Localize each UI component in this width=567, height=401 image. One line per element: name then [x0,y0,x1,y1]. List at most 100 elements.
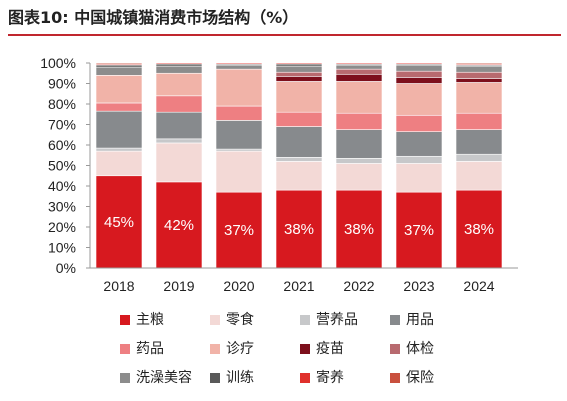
bar-segment [215,62,263,65]
bar-segment [275,62,323,65]
bar-segment [215,148,263,152]
y-tick-label: 70% [48,117,76,133]
bar-segment [155,111,203,140]
legend-label: 诊疗 [226,341,254,357]
bar-segment [335,112,383,130]
bar-segment [395,64,443,72]
bar-segment [215,105,263,121]
data-label: 42% [164,217,194,234]
legend-swatch [210,373,220,383]
bar-segment [155,181,203,269]
bar-segment [95,110,143,149]
bar-segment [95,147,143,152]
legend-swatch [300,344,310,354]
legend-swatch [120,315,130,325]
bar-segment [335,62,383,65]
chart-title: 图表10: 中国城镇猫消费市场结构（%） [8,8,299,27]
bar-segment [155,72,203,97]
bar-segment [155,63,203,67]
bar-segment [455,65,503,73]
bar-segment [395,77,443,84]
bar-segment [335,68,383,75]
y-tick-label: 20% [48,219,76,235]
bar-segment [335,129,383,159]
x-tick-label: 2023 [403,278,434,294]
bar-segment [395,131,443,157]
legend-swatch [300,373,310,383]
bar-segment [275,76,323,82]
bar-segment [335,64,383,70]
bar-segment [455,62,503,65]
legend-label: 用品 [406,312,434,328]
bar-segment [275,81,323,113]
legend-swatch [390,315,400,325]
legend-swatch [390,373,400,383]
legend-swatch [120,344,130,354]
bar-segment [275,71,323,77]
bar-segment [215,68,263,107]
bar-segment [215,150,263,193]
bar-segment [155,142,203,183]
legend-label: 主粮 [136,312,164,328]
bar-segment [155,65,203,74]
data-label: 37% [404,222,434,239]
bar-segment [455,161,503,191]
bar-segment [395,163,443,193]
bar-segment [335,73,383,82]
bar-segment [335,163,383,191]
bar-segment [275,65,323,73]
legend-swatch [390,344,400,354]
bar-segment [395,83,443,116]
legend-label: 体检 [406,341,434,357]
bar-segment [95,62,143,65]
bar-segment [455,129,503,155]
bar-segment [275,111,323,127]
legend-label: 零食 [226,312,254,328]
legend-label: 药品 [136,341,164,357]
x-tick-label: 2024 [463,278,494,294]
y-tick-label: 10% [48,240,76,256]
bar-segment [155,62,203,65]
bar-segment [455,78,503,83]
x-tick-label: 2019 [163,278,194,294]
stacked-bar-chart: 0% 10% 20% 30% 40% 50% 60% 70% 80% 90% 100% 45% 2018… [40,55,518,294]
bar-segment [335,158,383,164]
bar-segment [395,62,443,65]
bar-segment [155,95,203,113]
x-tick-label: 2021 [283,278,314,294]
data-label: 38% [344,221,374,238]
data-label: 37% [224,222,254,239]
y-tick-label: 80% [48,96,76,112]
x-tick-label: 2018 [103,278,134,294]
x-tick-label: 2022 [343,278,374,294]
bar-segment [395,155,443,164]
bar-segment [95,175,143,269]
bar-segment [275,189,323,269]
legend-label: 营养品 [316,312,358,328]
legend-swatch [120,373,130,383]
bar-segment [275,157,323,162]
bar-segment [395,114,443,132]
title-rule [8,34,561,36]
y-tick-label: 60% [48,137,76,153]
y-tick-label: 50% [48,158,76,174]
legend-swatch [210,315,220,325]
bar-segment [95,66,143,76]
bar-segment [275,126,323,158]
y-tick-label: 90% [48,76,76,92]
legend-label: 训练 [226,370,254,386]
data-label: 38% [464,221,494,238]
bar-segment [215,64,263,70]
y-tick-label: 0% [56,260,76,276]
bar-segment [95,75,143,104]
legend-swatch [210,344,220,354]
bar-segment [455,82,503,114]
bar-segment [215,120,263,150]
bar-segment [395,70,443,78]
bar-segment [155,138,203,144]
bar-segment [95,150,143,177]
y-tick-label: 40% [48,178,76,194]
y-tick-label: 30% [48,199,76,215]
y-tick-label: 100% [40,55,76,71]
legend-label: 保险 [406,370,434,386]
